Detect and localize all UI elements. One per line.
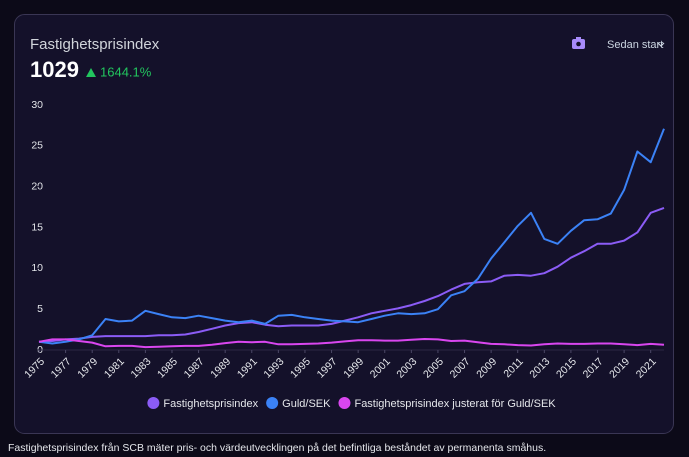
series-line <box>38 128 665 345</box>
legend-label: Fastighetsprisindex justerat för Guld/SE… <box>354 398 556 410</box>
camera-lens <box>576 41 581 47</box>
range-dropdown[interactable]: Sedan start <box>607 39 665 51</box>
legend-label: Fastighetsprisindex <box>163 398 258 410</box>
legend-marker <box>147 397 160 409</box>
legend-label: Guld/SEK <box>282 398 331 410</box>
camera-button[interactable] <box>572 37 585 49</box>
y-tick-label: 5 <box>37 303 43 315</box>
series-line <box>38 206 665 343</box>
legend-marker <box>338 397 351 409</box>
footnote: Fastighetsprisindex från SCB mäter pris-… <box>8 442 546 454</box>
up-arrow <box>86 68 96 77</box>
current-value: 1029 <box>30 57 79 82</box>
camera-icon-top <box>576 37 581 40</box>
card-title: Fastighetsprisindex <box>30 36 160 53</box>
range-label: Sedan start <box>607 39 663 51</box>
legend-marker <box>266 397 279 409</box>
chevron <box>657 42 665 47</box>
card <box>14 14 674 434</box>
series-line <box>38 338 665 349</box>
change-percent: 1644.1% <box>100 64 152 79</box>
